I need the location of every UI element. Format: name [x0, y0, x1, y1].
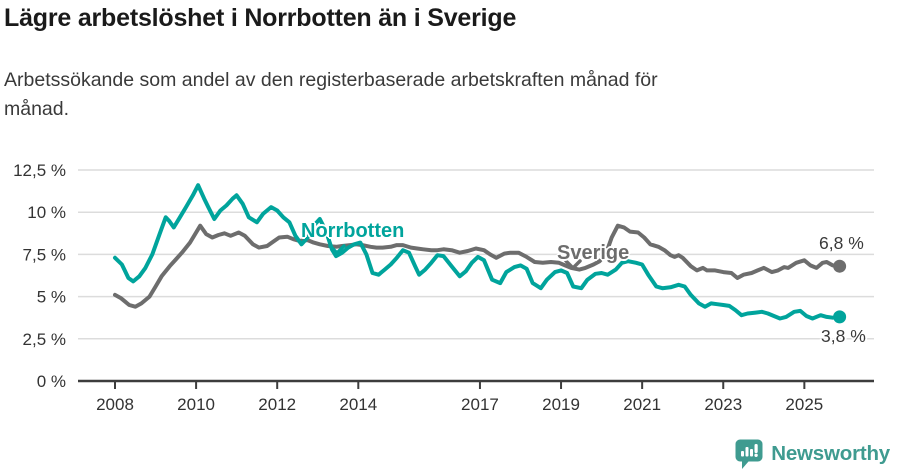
series-line-sverige — [113, 223, 842, 309]
chart-subtitle: Arbetssökande som andel av den registerb… — [4, 66, 658, 124]
x-axis-tick-label: 2008 — [96, 395, 134, 414]
norrbotten-label-arrow-icon — [328, 244, 346, 255]
chart-subtitle-line-1: Arbetssökande som andel av den registerb… — [4, 69, 658, 91]
chart-subtitle-line-2: månad. — [4, 98, 70, 120]
chart-title: Lägre arbetslöshet i Norrbotten än i Sve… — [4, 4, 517, 32]
x-axis-tick-label: 2025 — [785, 395, 823, 414]
x-axis-tick-label: 2014 — [339, 395, 377, 414]
y-axis-tick-label: 0 % — [37, 372, 66, 391]
x-axis-tick-label: 2021 — [623, 395, 661, 414]
y-axis-tick-label: 10 % — [27, 203, 66, 222]
series-end-dot-sverige — [833, 259, 847, 273]
y-axis-tick-label: 7,5 % — [23, 245, 66, 264]
y-axis-tick-label: 2,5 % — [23, 330, 66, 349]
x-axis-tick-label: 2010 — [177, 395, 215, 414]
series-line-norrbotten — [113, 183, 842, 321]
newsworthy-speech-bubble-chart-icon — [735, 439, 763, 469]
newsworthy-logo: Newsworthy — [734, 438, 890, 470]
series-label-sverige: Sverige — [557, 242, 630, 264]
series-end-dot-norrbotten — [833, 310, 847, 324]
y-axis-tick-label: 5 % — [37, 288, 66, 307]
x-axis-tick-label: 2012 — [258, 395, 296, 414]
x-axis-tick-label: 2017 — [461, 395, 499, 414]
y-axis-tick-label: 12,5 % — [13, 161, 66, 180]
series-label-norrbotten: Norrbotten — [301, 220, 405, 242]
end-value-label-sverige: 6,8 % — [819, 233, 864, 253]
brand-wordmark: Newsworthy — [771, 442, 890, 465]
end-value-label-norrbotten: 3,8 % — [821, 326, 866, 346]
sverige-label-arrow-icon — [564, 259, 582, 270]
x-axis-tick-label: 2023 — [704, 395, 742, 414]
chart-annotation-overlay — [328, 244, 582, 270]
x-axis-tick-label: 2019 — [542, 395, 580, 414]
